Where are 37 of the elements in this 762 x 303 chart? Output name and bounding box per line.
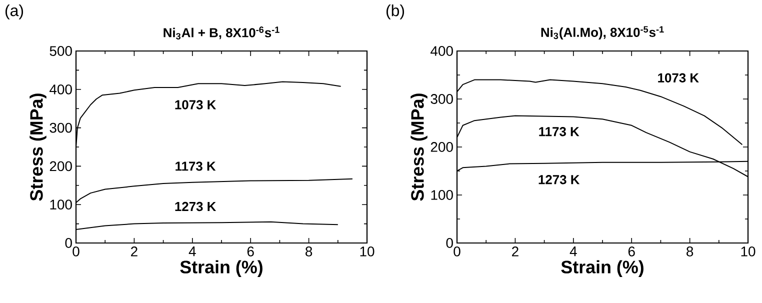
y-axis-title: Stress (MPa) [410, 94, 428, 201]
y-tick-label: 300 [50, 122, 72, 133]
y-tick-label: 400 [430, 46, 453, 56]
x-axis-title: Strain (%) [180, 260, 262, 277]
x-axis-title: Strain (%) [561, 260, 644, 277]
y-tick-label: 500 [50, 46, 72, 56]
series-label: 1073 K [175, 100, 216, 110]
chart-title: Ni$_{3}$Al + B, 8X10$^{-6}$s$^{-1}$ [164, 26, 280, 40]
y-tick-label: 300 [430, 94, 453, 104]
text: (a) [6, 4, 24, 20]
x-tick-label: 0 [72, 246, 80, 256]
x-tick-label: 6 [628, 246, 635, 256]
y-tick-label: 100 [431, 190, 453, 200]
x-tick-label: 8 [306, 246, 312, 256]
series-label: 1173 K [176, 162, 216, 171]
x-tick-label: 2 [512, 246, 518, 256]
x-tick-label: 8 [686, 246, 694, 256]
x-tick-label: 10 [741, 246, 756, 256]
chart-title: Ni$_{3}$(Al.Mo), 8X10$^{-5}$s$^{-1}$ [541, 26, 664, 40]
y-tick-label: 200 [430, 142, 453, 152]
y-tick-label: 400 [50, 84, 72, 94]
y-tick-label: 100 [50, 200, 72, 210]
series-label: 1073 K [658, 73, 699, 82]
x-tick-label: 2 [131, 246, 138, 256]
series-label: 1273 K [538, 175, 580, 184]
x-tick-label: 4 [188, 246, 196, 256]
y-axis-title: Stress (MPa) [30, 94, 46, 201]
text: (b) [386, 4, 404, 20]
x-tick-label: 10 [360, 246, 374, 256]
x-tick-label: 4 [570, 246, 577, 256]
y-tick-label: 0 [65, 238, 72, 248]
x-tick-label: 6 [247, 246, 254, 256]
x-tick-label: 0 [454, 246, 460, 256]
y-tick-label: 200 [50, 161, 72, 172]
series-label: 1173 K [539, 127, 580, 136]
y-tick-label: 0 [446, 238, 453, 248]
series-label: 1273 K [175, 202, 216, 212]
